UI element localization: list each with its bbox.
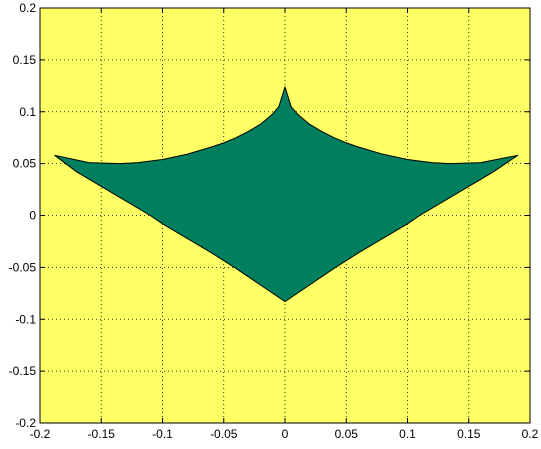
x-tick-label: 0 <box>282 427 289 441</box>
y-tick-label: -0.15 <box>9 364 37 378</box>
y-tick-label: 0.15 <box>13 53 37 67</box>
y-tick-label: 0.1 <box>19 105 36 119</box>
x-tick-label: -0.1 <box>152 427 173 441</box>
y-axis: -0.2 -0.15 -0.1 -0.05 0 0.05 0.1 0.15 0.2 <box>9 1 530 430</box>
x-tick-label: -0.2 <box>30 427 51 441</box>
y-tick-label: -0.1 <box>15 312 36 326</box>
y-tick-label: -0.05 <box>9 260 37 274</box>
x-tick-label: 0.15 <box>457 427 481 441</box>
y-tick-label: 0.05 <box>13 157 37 171</box>
y-tick-label: 0 <box>29 209 36 223</box>
x-tick-label: 0.1 <box>399 427 416 441</box>
x-tick-label: -0.15 <box>88 427 116 441</box>
y-tick-label: -0.2 <box>15 416 36 430</box>
x-tick-label: 0.2 <box>522 427 539 441</box>
x-tick-label: 0.05 <box>335 427 359 441</box>
x-axis: -0.2 -0.15 -0.1 -0.05 0 0.05 0.1 0.15 0.2 <box>30 8 539 441</box>
filled-region <box>54 86 519 303</box>
x-tick-label: -0.05 <box>210 427 238 441</box>
y-tick-label: 0.2 <box>19 1 36 15</box>
